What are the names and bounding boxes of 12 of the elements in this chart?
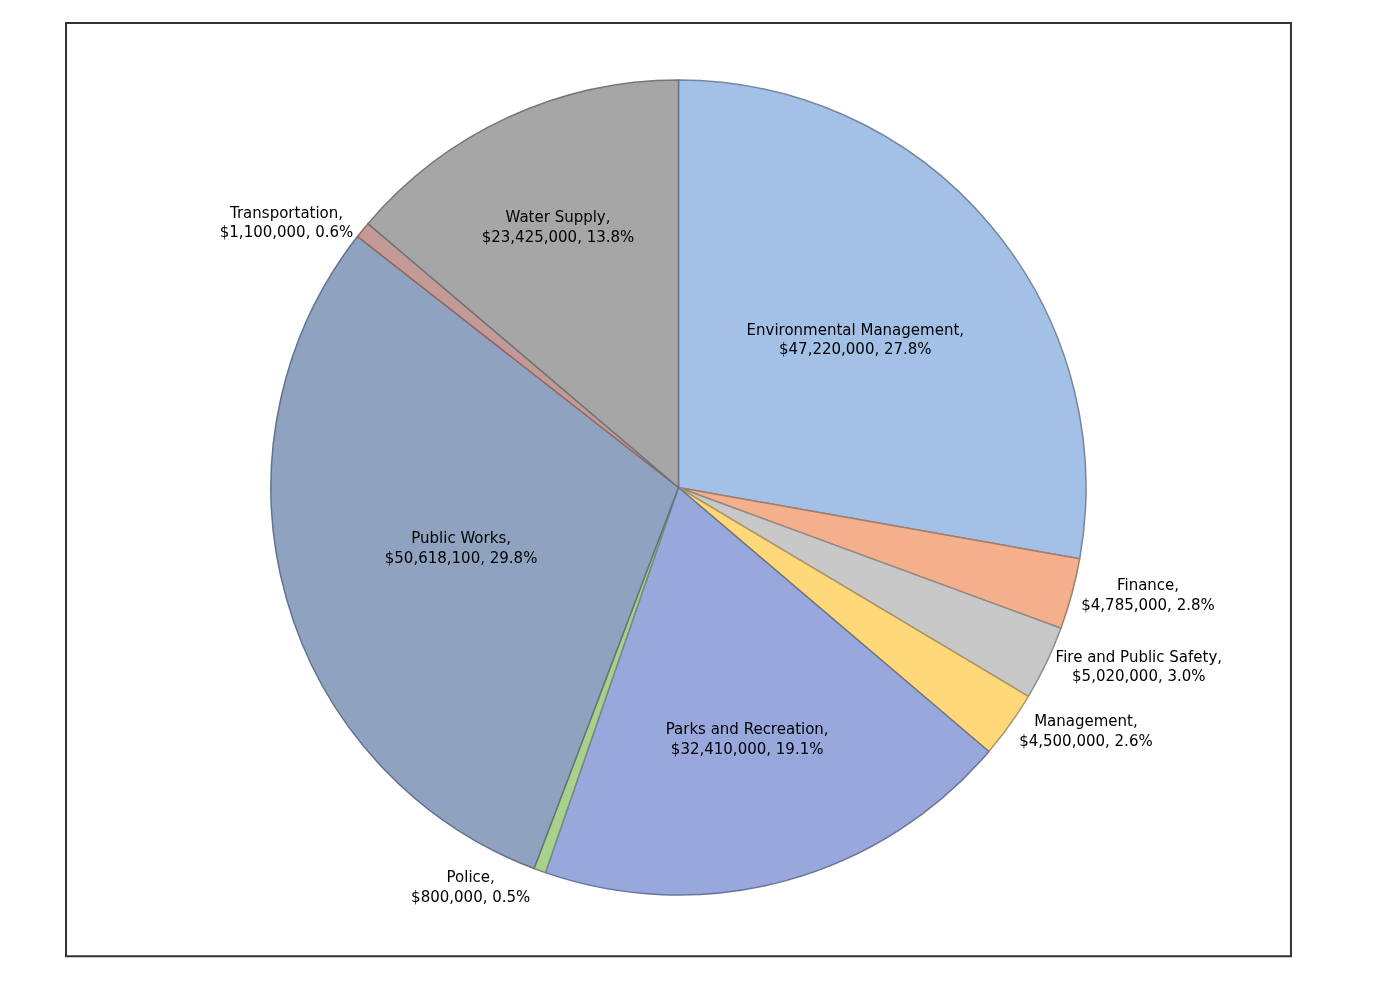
slice-label: Environmental Management, $47,220,000, 27.8% [746,320,965,359]
slice-label: Finance, $4,785,000, 2.8% [1081,576,1215,614]
slice-label: Water Supply, $23,425,000, 13.8% [481,208,635,246]
pie-slice [677,79,1087,560]
slice-label: Parks and Recreation, $32,410,000, 19.1% [665,720,829,758]
slice-label: Transportation, $1,100,000, 0.6% [219,203,354,242]
pie-slice [544,486,990,896]
slice-label: Public Works, $50,618,100, 29.8% [384,529,538,567]
slice-label: Fire and Public Safety, $5,020,000, 3.0% [1055,647,1223,686]
pie-slice [367,79,680,489]
slice-label: Police, $800,000, 0.5% [411,868,531,906]
slice-label: Management, $4,500,000, 2.6% [1019,712,1153,750]
